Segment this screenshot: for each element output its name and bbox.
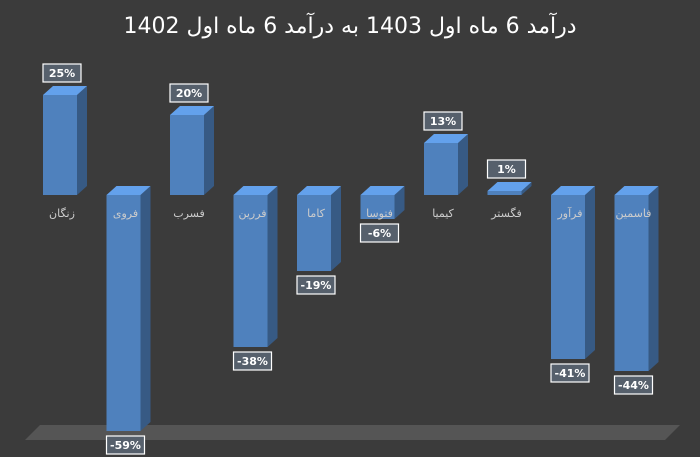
bar-side [585,186,595,359]
data-label: -59% [110,439,141,452]
category-label: فررین [238,207,266,220]
data-label-box [423,111,463,131]
bar-side [331,186,341,271]
category-label: فاسمین [616,207,652,220]
data-label: 25% [49,67,75,80]
category-label: زنگان [49,207,75,220]
bar [551,186,595,359]
bar-top [360,186,405,195]
bar-top [297,186,341,195]
bar-side [267,186,278,347]
bar [170,106,214,195]
bar-side [521,182,532,195]
category-label: فسرب [173,207,205,220]
bar-front [551,195,585,359]
bar-side [77,86,87,195]
bar [233,186,278,347]
data-label-box [42,63,82,83]
bar [43,86,87,195]
bar-front [43,95,77,195]
bar [297,186,341,271]
data-label: -19% [301,279,332,292]
bar-top [551,186,595,195]
data-label: -44% [618,379,649,392]
bar-top [424,134,468,143]
bar-side [140,186,151,431]
data-label-box [169,83,209,103]
chart-title: درآمد 6 ماه اول 1403 به درآمد 6 ماه اول … [123,12,576,39]
bar-side [458,134,468,195]
bar-top [170,106,214,115]
data-label: 1% [497,163,516,176]
data-label: 20% [176,87,202,100]
bar-side [204,106,214,195]
data-label-box [486,159,527,179]
bar-front [424,143,458,195]
data-label: -38% [237,355,268,368]
bar-front [614,195,649,371]
bar-top [233,186,278,195]
bar-top [106,186,151,195]
bar-front [170,115,204,195]
bar-front [487,191,522,195]
bar-front [233,195,268,347]
bar [360,186,405,219]
data-label-box [359,223,400,243]
bar-top [43,86,87,95]
floor [25,425,680,440]
category-label: فگستر [490,207,522,220]
data-label-box [105,435,146,455]
data-label: -6% [368,227,391,240]
bar [424,134,468,195]
bar-top [614,186,659,195]
category-label: فروی [113,207,138,220]
data-label: -41% [555,367,586,380]
bar [106,186,151,431]
bar-top [487,182,532,191]
bar [614,186,659,371]
data-label-box [550,363,590,383]
category-label: فتوسا [366,207,393,220]
category-label: کیمیا [432,207,454,220]
data-label-box [232,351,273,371]
bar-side [648,186,659,371]
bar-front [106,195,141,431]
category-label: فرآور [556,206,582,220]
category-label: کاما [307,207,326,220]
bar-front [360,195,395,219]
data-label: 13% [430,115,456,128]
data-label-box [613,375,654,395]
bar-side [394,186,405,219]
bar-front [297,195,331,271]
bar [487,182,532,195]
data-label-box [296,275,336,295]
